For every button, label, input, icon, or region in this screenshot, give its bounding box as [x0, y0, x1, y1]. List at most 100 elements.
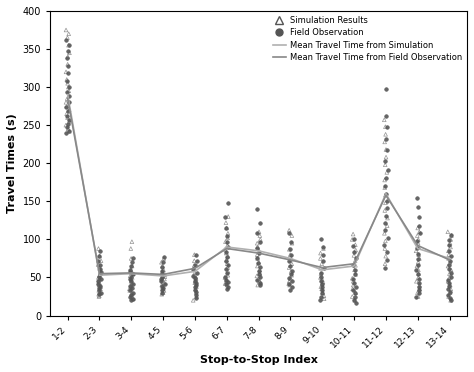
- Point: [224, 235, 231, 241]
- Point: [416, 229, 423, 235]
- Point: [63, 104, 70, 110]
- Point: [158, 269, 165, 275]
- Point: [414, 225, 421, 231]
- Point: [62, 69, 70, 75]
- Point: [65, 88, 73, 94]
- Point: [348, 237, 356, 243]
- Point: [317, 237, 325, 243]
- Point: [97, 283, 105, 289]
- Point: [129, 290, 137, 296]
- Point: [382, 253, 390, 259]
- Point: [414, 240, 422, 246]
- Point: [349, 262, 356, 267]
- Point: [383, 147, 391, 153]
- Point: [223, 282, 231, 288]
- Legend: Simulation Results, Field Observation, Mean Travel Time from Simulation, Mean Tr: Simulation Results, Field Observation, M…: [271, 13, 465, 64]
- Point: [95, 288, 102, 294]
- Point: [288, 261, 296, 267]
- Point: [350, 249, 358, 255]
- Point: [224, 214, 232, 219]
- Point: [351, 267, 358, 273]
- Point: [285, 264, 293, 270]
- Point: [286, 281, 293, 287]
- Point: [160, 256, 168, 262]
- Point: [318, 281, 326, 287]
- Point: [446, 275, 453, 280]
- Point: [160, 288, 168, 294]
- Point: [414, 259, 422, 265]
- Point: [255, 248, 263, 254]
- Point: [65, 31, 73, 37]
- Point: [288, 278, 295, 284]
- Point: [65, 128, 73, 134]
- Point: [159, 290, 167, 296]
- Point: [158, 288, 165, 294]
- Point: [285, 280, 292, 286]
- Point: [190, 297, 197, 303]
- Point: [414, 290, 421, 296]
- Point: [192, 286, 200, 292]
- Y-axis label: Travel Times (s): Travel Times (s): [7, 113, 17, 213]
- Point: [255, 267, 262, 273]
- Point: [126, 283, 134, 289]
- Point: [383, 169, 391, 175]
- Point: [191, 272, 199, 278]
- Point: [191, 278, 199, 283]
- Point: [64, 125, 71, 131]
- Point: [414, 237, 422, 243]
- Point: [286, 246, 293, 252]
- Point: [255, 259, 263, 265]
- Point: [158, 274, 165, 280]
- Point: [446, 290, 454, 296]
- Point: [161, 276, 168, 282]
- Point: [224, 200, 231, 206]
- Point: [351, 297, 358, 303]
- Point: [95, 278, 103, 284]
- Point: [128, 285, 136, 291]
- Point: [381, 261, 389, 267]
- Point: [445, 294, 452, 299]
- Point: [224, 269, 232, 275]
- Point: [254, 260, 262, 266]
- Point: [447, 297, 455, 303]
- Point: [317, 275, 324, 280]
- Point: [383, 125, 391, 131]
- Point: [256, 264, 264, 270]
- Point: [416, 283, 423, 289]
- Point: [126, 267, 133, 273]
- Point: [447, 274, 455, 280]
- Point: [318, 286, 326, 292]
- Point: [191, 275, 198, 281]
- Point: [382, 191, 390, 197]
- Point: [286, 282, 293, 288]
- Point: [64, 96, 71, 102]
- Point: [416, 280, 423, 286]
- Point: [319, 290, 327, 296]
- Point: [127, 283, 135, 289]
- Point: [127, 246, 135, 251]
- Point: [447, 240, 454, 246]
- Point: [222, 225, 230, 231]
- Point: [446, 295, 454, 301]
- Point: [94, 258, 101, 264]
- Point: [384, 235, 392, 241]
- Point: [445, 243, 453, 248]
- Point: [221, 280, 229, 286]
- Point: [129, 296, 137, 302]
- Point: [128, 280, 136, 286]
- Point: [381, 185, 389, 190]
- Point: [63, 111, 70, 117]
- Point: [128, 292, 135, 298]
- Point: [253, 273, 261, 279]
- Point: [352, 299, 360, 305]
- Point: [446, 259, 454, 265]
- Point: [256, 274, 264, 280]
- Point: [158, 259, 165, 265]
- Point: [222, 277, 229, 283]
- Point: [287, 263, 294, 269]
- Point: [256, 239, 264, 245]
- Point: [285, 246, 293, 252]
- Point: [128, 239, 136, 245]
- Point: [319, 291, 326, 296]
- Point: [94, 275, 102, 280]
